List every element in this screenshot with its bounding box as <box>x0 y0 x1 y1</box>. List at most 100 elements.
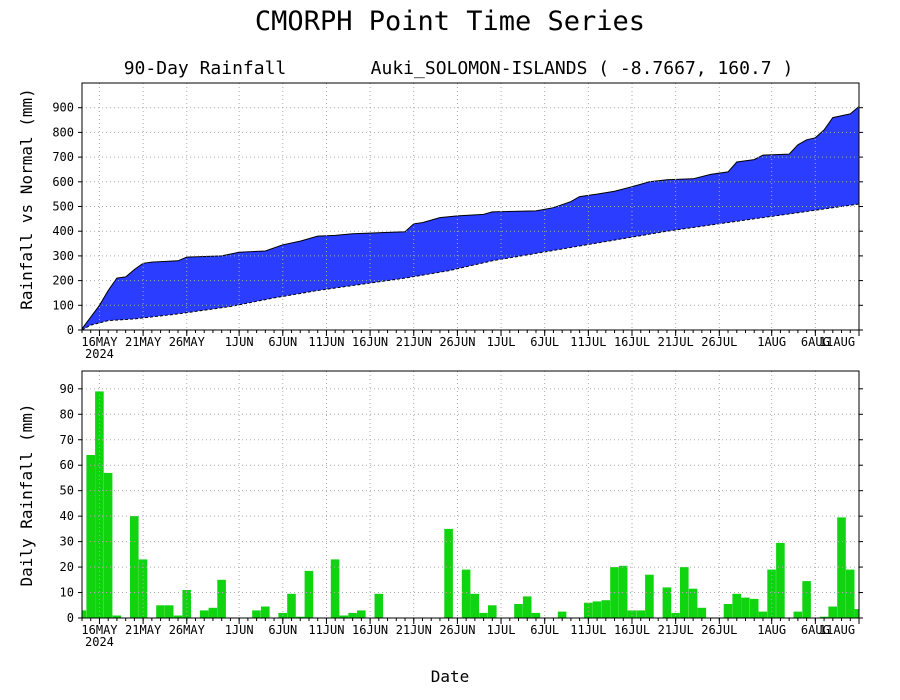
bottom-x-tick-label: 26MAY <box>169 623 206 637</box>
daily-rain-bar <box>295 616 305 618</box>
daily-rain-bar <box>854 609 859 618</box>
bottom-x-tick-label: 16MAY <box>81 623 118 637</box>
bottom-x-tick-label: 1JUN <box>225 623 254 637</box>
x-axis-label: Date <box>431 667 470 686</box>
daily-rain-bar <box>164 605 174 618</box>
bottom-x-tick-label: 11JUL <box>570 623 606 637</box>
daily-rain-bar <box>828 606 837 618</box>
daily-rain-bar <box>252 610 261 618</box>
bottom-y-tick-label: 80 <box>60 407 74 421</box>
top-y-tick-label: 600 <box>52 175 74 189</box>
top-x-tick-label: 11AUG <box>819 335 855 349</box>
daily-rain-bar <box>357 610 366 618</box>
daily-rain-bar <box>199 610 209 618</box>
daily-rain-bar <box>819 616 829 618</box>
chart-title: CMORPH Point Time Series <box>255 6 645 37</box>
bottom-x-tick-label: 1AUG <box>757 623 786 637</box>
daily-rain-bar <box>514 604 523 618</box>
bottom-y-tick-label: 30 <box>60 535 74 549</box>
top-x-tick-label: 16JUL <box>614 335 650 349</box>
daily-rain-bar <box>601 600 611 618</box>
normal-accumulated-line <box>81 203 860 331</box>
bottom-x-tick-label: 11AUG <box>819 623 855 637</box>
daily-rain-bar <box>173 615 183 618</box>
bottom-x-tick-sublabel: 2024 <box>85 635 114 649</box>
daily-rain-bar <box>374 593 384 618</box>
top-x-tick-label: 16MAY <box>81 335 118 349</box>
bottom-x-tick-label: 1JUL <box>487 623 516 637</box>
bottom-x-tick-label: 6JUN <box>268 623 297 637</box>
bottom-y-axis-label: Daily Rainfall (mm) <box>17 403 36 586</box>
daily-rain-bar <box>636 610 645 618</box>
daily-rain-bar <box>767 569 776 618</box>
daily-rain-bar <box>732 593 741 618</box>
daily-rainfall-panel: Daily Rainfall (mm) 0 10 20 30 40 50 60 70 80 90 1… <box>17 370 863 649</box>
rainfall-surplus-area <box>82 106 859 330</box>
top-x-tick-label: 26MAY <box>169 335 206 349</box>
bottom-x-tick-label: 6AUG <box>801 623 830 637</box>
daily-rain-bar <box>776 542 785 618</box>
bottom-y-tick-label: 10 <box>60 586 74 600</box>
daily-rain-bar <box>261 606 270 618</box>
daily-rain-bar <box>156 605 165 618</box>
top-y-tick-label: 400 <box>52 224 74 238</box>
top-x-tick-label: 21MAY <box>125 335 162 349</box>
daily-rain-bar <box>479 612 488 618</box>
bottom-y-tick-label: 70 <box>60 433 74 447</box>
bottom-x-tick-label: 11JUN <box>308 623 344 637</box>
top-x-tick-label: 6JUL <box>530 335 559 349</box>
daily-rain-bar <box>488 605 497 618</box>
top-x-tick-label: 6JUN <box>268 335 297 349</box>
bottom-y-tick-label: 50 <box>60 484 74 498</box>
daily-rain-bar <box>557 611 567 618</box>
daily-rain-bar <box>802 581 811 618</box>
daily-rain-bar <box>82 610 87 618</box>
top-x-tick-sublabel: 2024 <box>85 347 114 361</box>
chart-subtitle-right: Auki_SOLOMON-ISLANDS ( -8.7667, 160.7 ) <box>371 58 794 79</box>
daily-rain-bar <box>645 574 654 618</box>
bottom-y-tick-label: 0 <box>67 611 74 625</box>
top-y-tick-label: 200 <box>52 274 74 288</box>
daily-rain-bar <box>217 579 226 618</box>
top-y-tick-label: 100 <box>52 298 74 312</box>
top-x-tick-label: 26JUN <box>439 335 475 349</box>
top-x-tick-label: 16JUN <box>352 335 388 349</box>
top-x-tick-label: 1JUN <box>225 335 254 349</box>
bottom-x-tick-label: 16JUN <box>352 623 388 637</box>
bottom-x-tick-label: 26JUN <box>439 623 475 637</box>
top-y-axis-label: Rainfall vs Normal (mm) <box>17 88 36 310</box>
daily-rain-bar <box>584 602 593 618</box>
top-y-tick-label: 800 <box>52 125 74 139</box>
bottom-plot-frame <box>81 370 860 619</box>
top-y-tick-label: 300 <box>52 249 74 263</box>
top-x-tick-label: 21JUL <box>658 335 694 349</box>
daily-rain-bar <box>444 528 453 618</box>
actual-accumulated-line <box>81 106 860 330</box>
daily-rain-bar <box>339 615 349 618</box>
bottom-y-tick-label: 20 <box>60 560 74 574</box>
daily-rain-bar <box>348 612 357 618</box>
accumulated-rainfall-panel: Rainfall vs Normal (mm) 0 100 200 300 400 500… <box>17 82 863 361</box>
daily-rain-bar <box>680 567 689 618</box>
daily-rain-bar <box>330 559 340 618</box>
chart-subtitle-left: 90-Day Rainfall <box>124 58 287 79</box>
top-x-tick-label: 6AUG <box>801 335 830 349</box>
daily-rain-bar <box>688 588 698 618</box>
daily-rain-bar <box>208 607 218 618</box>
daily-rain-bar <box>287 593 296 618</box>
bottom-y-tick-label: 60 <box>60 458 74 472</box>
top-y-tick-label: 500 <box>52 200 74 214</box>
daily-rain-bar <box>112 615 122 618</box>
daily-rain-bar <box>103 472 113 618</box>
daily-rain-bar <box>304 570 314 618</box>
bottom-x-tick-label: 26JUL <box>701 623 737 637</box>
daily-rain-bar <box>531 612 541 618</box>
daily-rain-bar <box>627 610 637 618</box>
top-x-tick-label: 26JUL <box>701 335 737 349</box>
daily-rain-bar <box>592 601 602 618</box>
daily-rain-bar <box>723 604 733 618</box>
daily-rain-bar <box>741 597 750 618</box>
daily-rain-bar <box>95 391 104 618</box>
daily-rain-bar <box>461 569 471 618</box>
